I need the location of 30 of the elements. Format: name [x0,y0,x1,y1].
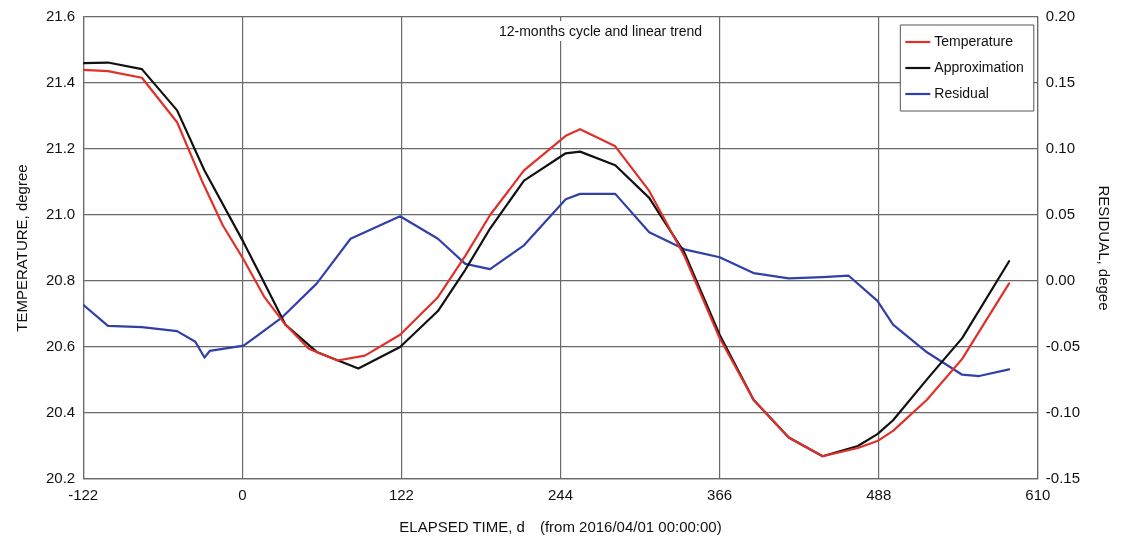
text: 12-months cycle and linear trend [498,22,703,39]
y-tick-label: 20.6 [45,337,76,355]
y2-tick-label: 0.05 [1045,205,1076,223]
y2-tick-label: 0.15 [1045,73,1076,91]
y2-tick-label: 0.10 [1045,139,1076,157]
y2-tick-label: 0.20 [1045,7,1076,25]
y2-tick-label: 0.00 [1045,271,1076,289]
x-tick-label: 0 [238,486,247,504]
y2-axis-title: RESIDUAL, degee [1095,185,1113,311]
x-tick-label: 488 [866,486,892,504]
legend-label: Residual [934,84,989,101]
y-tick-label: 21.2 [45,139,76,157]
y-tick-label: 20.2 [45,469,76,487]
y-tick-label: 21.0 [45,205,76,223]
legend-label: Temperature [934,32,1014,49]
y-tick-label: 20.4 [45,403,76,421]
x-axis-title: ELAPSED TIME, d (from 2016/04/01 00:00:00) [399,518,722,536]
x-tick-label: 366 [707,486,733,504]
y2-tick-label: -0.05 [1045,337,1081,355]
y-tick-label: 20.8 [45,271,76,289]
x-tick-label: 610 [1025,486,1051,504]
y-tick-label: 21.6 [45,7,76,25]
y-axis-title: TEMPERATURE, degree [13,164,31,332]
x-tick-label: -122 [68,486,99,504]
x-tick-label: 244 [547,486,574,504]
y-tick-label: 21.4 [45,73,76,91]
y2-tick-label: -0.10 [1045,403,1081,421]
legend-label: Approximation [934,58,1024,75]
y2-tick-label: -0.15 [1045,469,1081,487]
x-tick-label: 122 [388,486,414,504]
